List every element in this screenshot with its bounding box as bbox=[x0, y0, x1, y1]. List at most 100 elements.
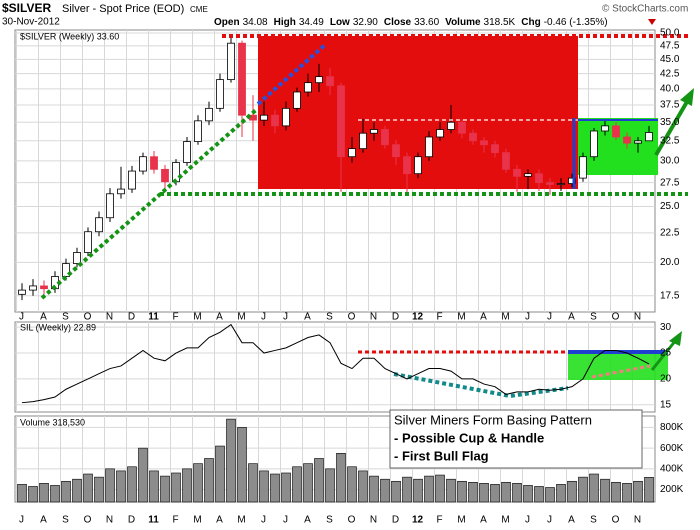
volume-bar bbox=[468, 482, 478, 503]
candle-body bbox=[524, 173, 532, 177]
sil-arrow-shaft bbox=[650, 339, 678, 371]
candle-body bbox=[447, 121, 455, 130]
x-tick-label: J bbox=[19, 515, 24, 526]
candle-body bbox=[513, 168, 521, 177]
volume-bar bbox=[105, 468, 115, 503]
sil-panel bbox=[14, 321, 656, 413]
quote-value: 34.08 bbox=[243, 17, 268, 28]
x-tick-label: S bbox=[62, 515, 69, 526]
candle-body bbox=[205, 107, 213, 122]
candle-body bbox=[590, 130, 598, 158]
candle-body bbox=[260, 114, 268, 121]
quote-value: 34.49 bbox=[299, 17, 324, 28]
annotation-line: - Possible Cup & Handle bbox=[394, 430, 544, 445]
down-arrow bbox=[648, 19, 656, 25]
quote-label: Close bbox=[384, 17, 412, 28]
volume-bar bbox=[270, 473, 280, 503]
volume-bar bbox=[259, 470, 269, 503]
y-tick-label: 200K bbox=[660, 484, 684, 495]
volume-bar bbox=[490, 484, 500, 503]
volume-bar bbox=[314, 458, 324, 503]
volume-bar bbox=[39, 483, 49, 503]
candle-body bbox=[73, 252, 81, 264]
x-tick-label: M bbox=[457, 312, 465, 323]
quote-label: Low bbox=[330, 17, 350, 28]
sil-arrow-head bbox=[669, 331, 682, 346]
y-tick-label: 30.0 bbox=[660, 155, 680, 166]
quote-label: Chg bbox=[521, 17, 540, 28]
x-tick-label: O bbox=[348, 515, 356, 526]
volume-bar bbox=[215, 445, 225, 503]
volume-bar bbox=[501, 482, 511, 503]
x-tick-label: N bbox=[634, 312, 641, 323]
volume-bar bbox=[237, 427, 247, 503]
x-tick-label: 12 bbox=[412, 312, 424, 323]
candle-body bbox=[502, 152, 510, 170]
x-tick-label: A bbox=[304, 515, 311, 526]
x-tick-label: 11 bbox=[148, 515, 159, 526]
candle-body bbox=[436, 129, 444, 138]
volume-bar bbox=[523, 485, 533, 503]
volume-bar bbox=[28, 486, 38, 503]
x-tick-label: 12 bbox=[412, 515, 424, 526]
y-tick-label: 800K bbox=[660, 422, 684, 433]
candle-body bbox=[117, 188, 125, 195]
volume-bar bbox=[226, 418, 236, 503]
candle-body bbox=[172, 162, 180, 183]
price-legend: $SILVER (Weekly) 33.60 bbox=[20, 31, 119, 41]
volume-bar bbox=[83, 473, 93, 503]
volume-bar bbox=[556, 484, 566, 503]
mark-layer bbox=[17, 33, 654, 503]
volume-bar bbox=[336, 453, 346, 503]
y-tick-label: 40.0 bbox=[660, 83, 680, 94]
x-tick-label: N bbox=[106, 515, 113, 526]
x-tick-label: M bbox=[193, 515, 201, 526]
candle-body bbox=[425, 136, 433, 158]
volume-bar bbox=[160, 475, 170, 503]
line-layer bbox=[21, 323, 650, 404]
volume-bar bbox=[248, 463, 258, 503]
symbol: $SILVER bbox=[2, 1, 51, 15]
x-tick-label: J bbox=[261, 312, 266, 323]
y-tick-label: 22.5 bbox=[660, 227, 680, 238]
x-tick-label: J bbox=[525, 515, 530, 526]
candle-body bbox=[216, 79, 224, 109]
candle-body bbox=[381, 129, 389, 146]
x-tick-label: M bbox=[237, 312, 245, 323]
y-tick-label: 17.5 bbox=[660, 290, 680, 301]
candle-body bbox=[282, 107, 290, 127]
volume-bar bbox=[644, 476, 654, 503]
candle-body bbox=[40, 285, 48, 290]
volume-bar bbox=[61, 480, 71, 503]
x-tick-label: F bbox=[172, 515, 178, 526]
cup-line bbox=[393, 372, 569, 399]
volume-bar bbox=[149, 470, 159, 503]
copyright: © StockCharts.com bbox=[602, 4, 688, 15]
candle-body bbox=[612, 125, 620, 138]
x-tick-label: D bbox=[392, 312, 399, 323]
candle-body bbox=[238, 42, 246, 116]
volume-bar bbox=[182, 468, 192, 503]
candle-body bbox=[128, 170, 136, 190]
volume-bar bbox=[479, 483, 489, 503]
x-tick-label: J bbox=[547, 312, 552, 323]
volume-bar bbox=[171, 472, 181, 503]
candle-body bbox=[337, 85, 345, 158]
x-tick-label: O bbox=[348, 312, 356, 323]
blue-trend-line bbox=[256, 42, 328, 106]
x-tick-label: M bbox=[501, 515, 509, 526]
x-tick-label: F bbox=[436, 515, 442, 526]
x-tick-label: J bbox=[19, 312, 24, 323]
x-tick-label: 11 bbox=[148, 312, 159, 323]
volume-bar bbox=[600, 478, 610, 503]
y-tick-label: 20.0 bbox=[660, 257, 680, 268]
candle-body bbox=[194, 120, 202, 142]
x-tick-label: N bbox=[106, 312, 113, 323]
candle-body bbox=[546, 182, 554, 185]
candle-body bbox=[634, 140, 642, 144]
volume-bar bbox=[281, 472, 291, 503]
y-tick-label: 42.5 bbox=[660, 68, 680, 79]
candle-body bbox=[139, 156, 147, 172]
y-tick-label: 50.0 bbox=[660, 28, 680, 39]
